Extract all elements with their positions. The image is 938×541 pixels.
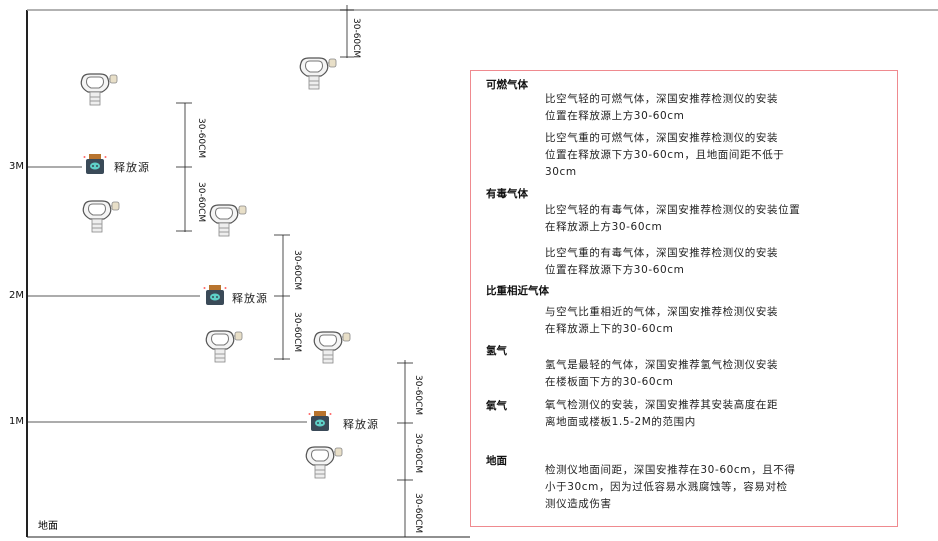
section-text: 氢气是最轻的气体，深国安推荐氢气检测仪安装 在楼板面下方的30-60cm (545, 359, 779, 388)
dimension-lines (176, 5, 413, 537)
gas-release-source-icon (203, 284, 227, 306)
dimension-label: 30-60CM (292, 250, 302, 291)
dimension-label: 30-60CM (196, 118, 206, 159)
installation-notes-panel (470, 70, 898, 527)
level-label-3m: 3M (9, 161, 24, 172)
gas-detector-icon (297, 57, 337, 91)
source-label: 释放源 (232, 292, 268, 305)
section-text: 比空气重的有毒气体，深国安推荐检测仪的安装 位置在释放源下方30-60cm (545, 247, 779, 276)
gas-detector-icon (311, 331, 351, 365)
section-title: 比重相近气体 (486, 285, 549, 297)
dimension-label: 30-60CM (413, 375, 423, 416)
section-title: 地面 (486, 455, 507, 467)
dimension-label: 30-60CM (413, 493, 423, 534)
dimension-label: 30-60CM (292, 312, 302, 353)
section-text: 比空气轻的有毒气体，深国安推荐检测仪的安装位置 在释放源上方30-60cm (545, 204, 801, 233)
gas-detector-icon (80, 200, 120, 234)
section-text: 检测仪地面间距，深国安推荐在30-60cm，且不得 小于30cm，因为过低容易水溅… (545, 464, 796, 510)
gas-detector-icon (203, 330, 243, 364)
section-title: 氢气 (486, 345, 507, 357)
dimension-label: 30-60CM (196, 182, 206, 223)
section-text: 与空气比重相近的气体，深国安推荐检测仪安装 在释放源上下的30-60cm (545, 306, 779, 335)
section-text: 比空气轻的可燃气体，深国安推荐检测仪的安装 位置在释放源上方30-60cm (545, 93, 779, 122)
section-title: 氧气 (486, 400, 507, 412)
gas-detector-icon (78, 73, 118, 107)
ground-label: 地面 (38, 521, 58, 532)
dimension-label: 30-60CM (413, 433, 423, 474)
section-title: 有毒气体 (486, 188, 528, 200)
gas-release-source-icon (308, 410, 332, 432)
gas-release-source-icon (83, 153, 107, 175)
section-title: 可燃气体 (486, 79, 528, 91)
source-label: 释放源 (343, 418, 379, 431)
section-text: 氧气检测仪的安装，深国安推荐其安装高度在距 离地面或楼板1.5-2M的范围内 (545, 399, 779, 428)
source-label: 释放源 (114, 161, 150, 174)
gas-detector-icon (207, 204, 247, 238)
dimension-label: 30-60CM (351, 18, 361, 59)
section-text: 比空气重的可燃气体，深国安推荐检测仪的安装 位置在释放源下方30-60cm，且地面… (545, 132, 785, 178)
level-label-2m: 2M (9, 290, 24, 301)
gas-detector-icon (303, 446, 343, 480)
level-label-1m: 1M (9, 416, 24, 427)
